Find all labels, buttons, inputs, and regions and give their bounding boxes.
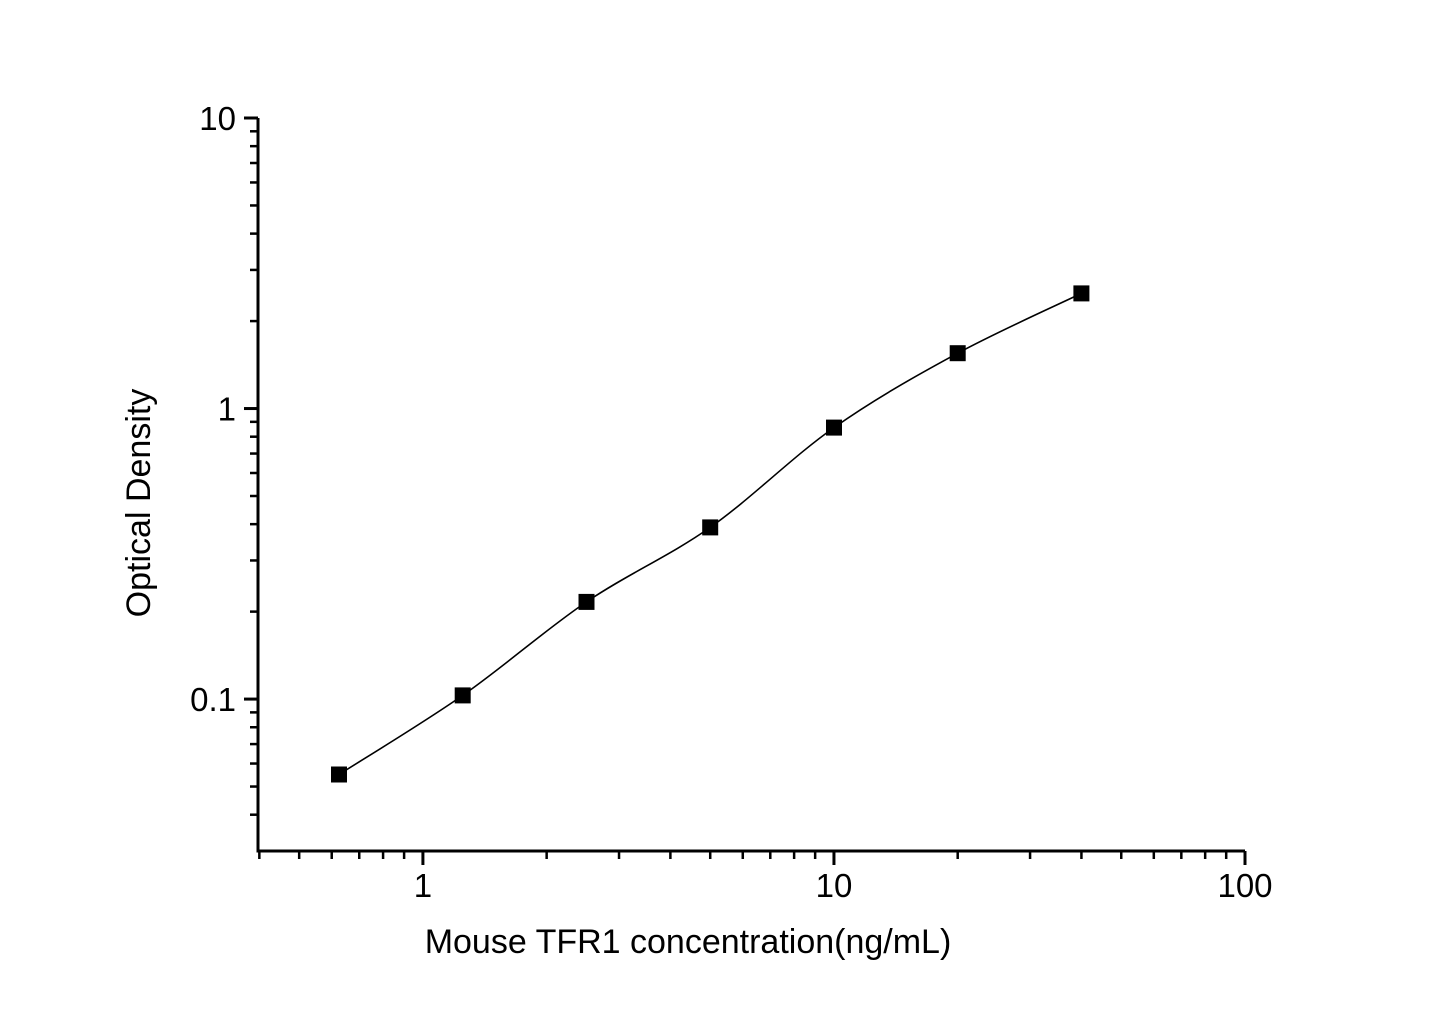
data-point-marker	[949, 345, 966, 362]
data-point-marker	[454, 687, 471, 704]
x-tick-label: 10	[816, 867, 853, 904]
data-point-marker	[702, 519, 719, 536]
tick-labels: 1 10 100 0.1 1 10	[190, 100, 1272, 904]
x-axis-title: Mouse TFR1 concentration(ng/mL)	[425, 923, 952, 961]
data-series	[331, 285, 1090, 783]
axis-spines	[256, 118, 1245, 853]
data-point-marker	[826, 419, 842, 436]
y-tick-label: 1	[218, 391, 236, 428]
major-ticks	[244, 116, 1247, 865]
y-tick-label: 0.1	[190, 681, 236, 718]
x-tick-label: 100	[1217, 867, 1272, 904]
y-tick-label: 10	[199, 100, 236, 137]
data-point-marker	[331, 766, 347, 783]
x-tick-label: 1	[414, 867, 432, 904]
y-axis-title: Optical Density	[120, 389, 158, 618]
data-point-marker	[578, 593, 595, 610]
axes	[256, 118, 1245, 853]
minor-ticks	[250, 130, 1228, 859]
data-point-marker	[1073, 285, 1090, 302]
